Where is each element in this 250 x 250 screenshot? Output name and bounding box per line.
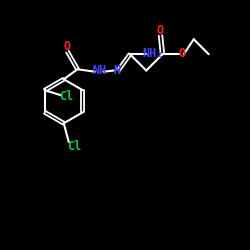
- Text: NH₂: NH₂: [142, 47, 164, 60]
- Text: NH: NH: [92, 64, 106, 77]
- Text: O: O: [179, 47, 186, 60]
- Text: Cl: Cl: [67, 140, 82, 153]
- Text: O: O: [157, 24, 164, 36]
- Text: N: N: [113, 64, 120, 77]
- Text: O: O: [64, 40, 71, 53]
- Text: Cl: Cl: [59, 90, 74, 103]
